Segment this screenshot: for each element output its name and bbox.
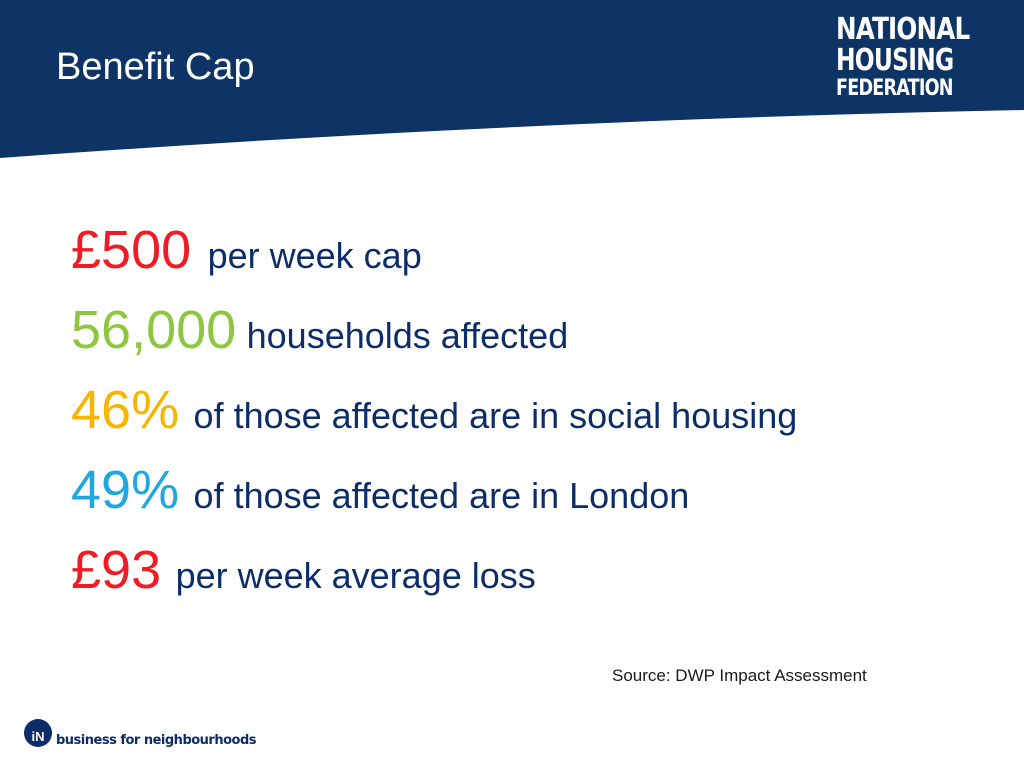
stat-average-loss: £93 per week average loss <box>71 530 797 610</box>
header-banner: Benefit Cap NATIONAL HOUSING FEDERATION <box>0 0 1024 160</box>
stat-households: 56,000 households affected <box>71 290 797 370</box>
stat-social-housing: 46% of those affected are in social hous… <box>71 370 797 450</box>
logo-line-3: FEDERATION <box>836 76 954 101</box>
stat-value: 46% <box>71 380 180 440</box>
footer-tagline: business for neighbourhoods <box>56 732 257 748</box>
stat-london: 49% of those affected are in London <box>71 450 797 530</box>
stats-list: £500 per week cap 56,000 households affe… <box>71 210 797 610</box>
stat-weekly-cap: £500 per week cap <box>71 210 797 290</box>
stat-text: households affected <box>246 315 569 356</box>
footer-logo: iN business for neighbourhoods <box>24 718 257 748</box>
stat-value: 49% <box>71 460 180 520</box>
stat-text: per week average loss <box>175 555 536 596</box>
national-housing-federation-logo: NATIONAL HOUSING FEDERATION <box>836 14 1008 102</box>
stat-value: £500 <box>71 220 192 280</box>
source-note: Source: DWP Impact Assessment <box>612 666 867 685</box>
stat-text: of those affected are in London <box>193 475 690 516</box>
in-logo-icon: iN <box>24 719 52 747</box>
stat-value: £93 <box>71 540 162 600</box>
stat-value: 56,000 <box>71 300 237 360</box>
stat-text: per week cap <box>207 235 422 276</box>
logo-line-2: HOUSING <box>836 43 954 78</box>
logo-line-1: NATIONAL <box>836 12 970 47</box>
header-background <box>0 0 1024 158</box>
slide-title: Benefit Cap <box>56 46 255 88</box>
stat-text: of those affected are in social housing <box>193 395 798 436</box>
